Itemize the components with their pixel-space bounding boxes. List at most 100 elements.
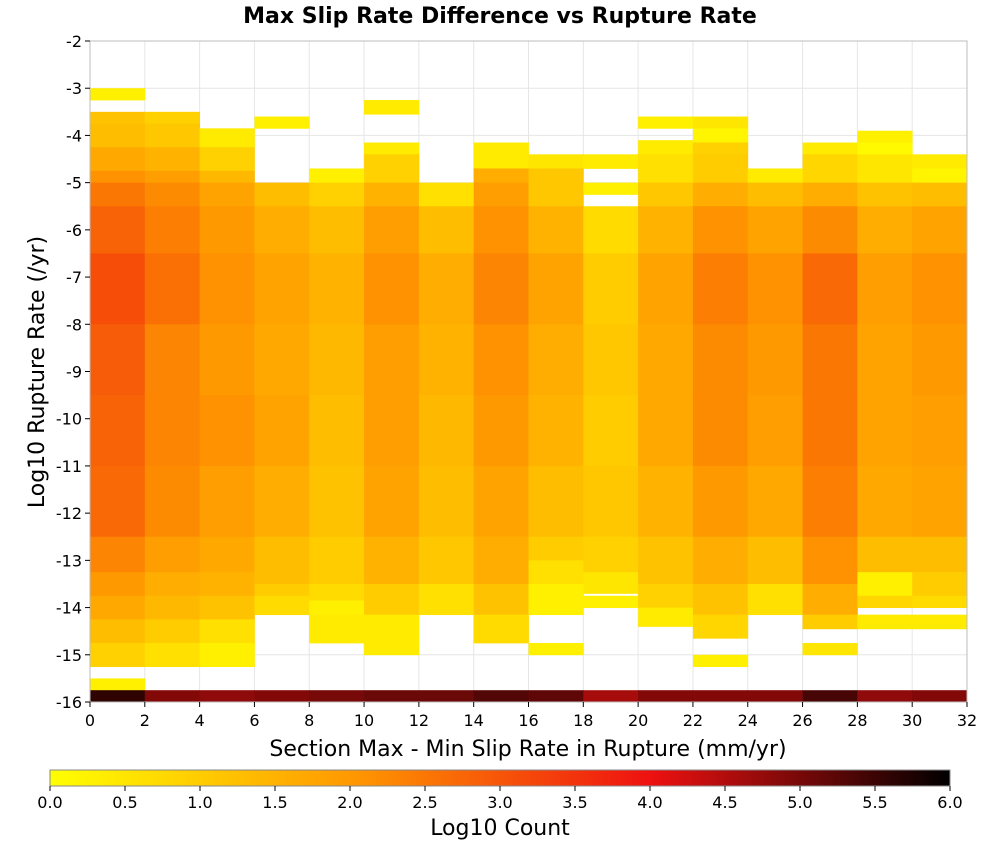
colorbar-tick-label: 5.5: [862, 793, 887, 812]
y-tick-label: -16: [56, 693, 82, 712]
heatmap-cell: [254, 324, 310, 396]
y-tick-label: -14: [56, 599, 82, 618]
heatmap-cell: [90, 536, 146, 573]
heatmap-cell: [309, 168, 365, 184]
heatmap-cell: [418, 206, 475, 254]
heatmap-cell: [692, 324, 749, 396]
heatmap-cell: [254, 253, 310, 325]
heatmap-cell: [473, 465, 529, 538]
heatmap-cell: [90, 88, 146, 101]
colorbar-tick-label: 4.0: [637, 793, 662, 812]
heatmap-cell: [583, 690, 639, 703]
heatmap-cell: [90, 642, 146, 667]
heatmap-cell: [583, 572, 639, 594]
heatmap-cell: [199, 465, 255, 538]
heatmap-cell: [199, 619, 255, 644]
heatmap-cell: [638, 154, 694, 184]
heatmap-cell: [638, 253, 694, 325]
heatmap-cell: [473, 324, 529, 396]
x-tick-label: 30: [902, 711, 922, 730]
heatmap-cell: [583, 465, 639, 538]
heatmap-cell: [747, 583, 803, 616]
heatmap-cell: [199, 690, 255, 703]
heatmap-cell: [473, 614, 529, 644]
heatmap-cell: [364, 182, 420, 207]
heatmap-cell: [857, 572, 913, 597]
y-tick-label: -5: [66, 174, 82, 193]
heatmap-cell: [473, 168, 529, 184]
heatmap-cell: [912, 395, 968, 467]
heatmap-cell: [692, 154, 749, 184]
heatmap-cell: [912, 595, 968, 608]
colorbar-tick-label: 2.0: [337, 793, 362, 812]
heatmap-cell: [144, 395, 201, 467]
heatmap-cell: [692, 690, 749, 703]
heatmap-cell: [364, 324, 420, 396]
heatmap-cell: [857, 395, 913, 467]
heatmap-cell: [473, 206, 529, 254]
heatmap-cell: [638, 324, 694, 396]
heatmap-cell: [528, 206, 584, 254]
heatmap-cell: [857, 595, 913, 608]
heatmap-cell: [583, 595, 639, 608]
heatmap-cell: [802, 536, 858, 585]
heatmap-cell: [309, 600, 365, 616]
heatmap-cell: [254, 206, 310, 254]
heatmap-cell: [254, 182, 310, 207]
colorbar-tick-label: 0.5: [112, 793, 137, 812]
colorbar-tick-label: 5.0: [787, 793, 812, 812]
heatmap-cell: [747, 536, 803, 585]
y-tick-label: -6: [66, 221, 82, 240]
x-axis-label: Section Max - Min Slip Rate in Rupture (…: [269, 737, 786, 762]
heatmap-cell: [912, 324, 968, 396]
heatmap-cell: [418, 182, 475, 207]
y-tick-label: -3: [66, 79, 82, 98]
heatmap-cell: [802, 690, 858, 703]
heatmap-cell: [638, 465, 694, 538]
heatmap-cell: [802, 206, 858, 254]
heatmap-cell: [912, 206, 968, 254]
heatmap-cell: [528, 583, 584, 616]
heatmap-cell: [692, 536, 749, 585]
heatmap-cell: [254, 583, 310, 597]
heatmap-cell: [90, 147, 146, 172]
heatmap-cell: [692, 128, 749, 143]
heatmap-cell: [473, 182, 529, 207]
heatmap-cell: [418, 690, 475, 703]
y-tick-label: -15: [56, 646, 82, 665]
heatmap-cell: [254, 116, 310, 129]
heatmap-cell: [199, 253, 255, 325]
heatmap-cell: [473, 253, 529, 325]
y-axis-label: Log10 Rupture Rate (/yr): [25, 236, 50, 508]
heatmap-cell: [90, 395, 146, 467]
y-tick-label: -9: [66, 363, 82, 382]
heatmap-cell: [638, 583, 694, 608]
heatmap-cell: [364, 253, 420, 325]
heatmap-cell: [90, 678, 146, 691]
heatmap-cell: [90, 123, 146, 148]
heatmap-cell: [912, 465, 968, 538]
heatmap-cell: [528, 154, 584, 169]
heatmap-cell: [912, 536, 968, 573]
heatmap-cell: [692, 465, 749, 538]
x-tick-label: 6: [249, 711, 259, 730]
heatmap-cell: [692, 583, 749, 616]
x-tick-label: 32: [957, 711, 977, 730]
heatmap-cell: [144, 123, 201, 148]
colorbar-tick-label: 1.5: [262, 793, 287, 812]
x-tick-label: 28: [847, 711, 867, 730]
heatmap-cells: [90, 88, 968, 703]
heatmap-cell: [528, 395, 584, 467]
heatmap-cell: [199, 206, 255, 254]
heatmap-cell: [254, 595, 310, 616]
heatmap-cell: [90, 595, 146, 620]
heatmap-cell: [528, 324, 584, 396]
heatmap-cell: [638, 607, 694, 627]
heatmap-cell: [528, 560, 584, 585]
heatmap-cell: [90, 690, 146, 703]
colorbar-tick-label: 0.0: [37, 793, 62, 812]
heatmap-cell: [90, 182, 146, 207]
colorbar-tick-label: 6.0: [937, 793, 962, 812]
colorbar: [49, 769, 951, 787]
heatmap-cell: [857, 690, 913, 703]
